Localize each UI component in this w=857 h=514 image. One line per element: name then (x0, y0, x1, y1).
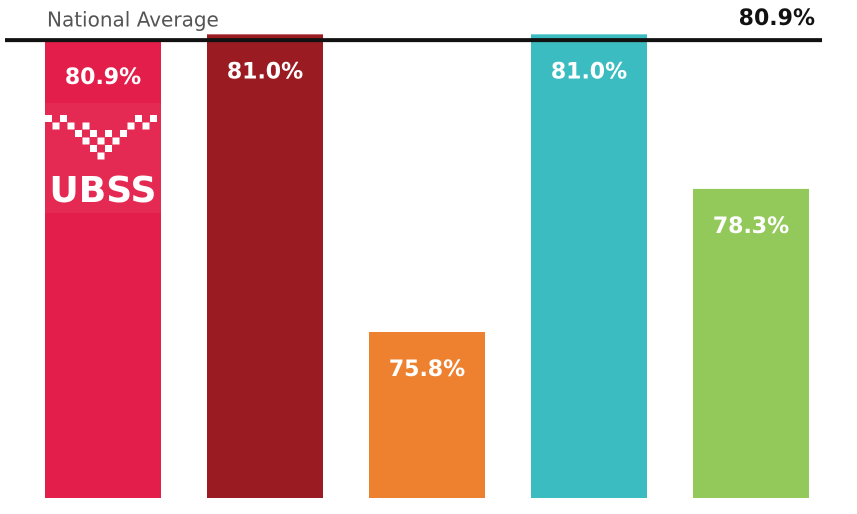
bar (369, 332, 485, 498)
logo-square (120, 130, 127, 137)
logo-text: UBSS (50, 170, 157, 211)
value-label: 81.0% (551, 59, 627, 84)
value-label: 81.0% (227, 59, 303, 84)
logo-square (67, 122, 75, 130)
logo-square (82, 137, 90, 145)
reference-label: National Average (47, 8, 219, 32)
logo-square (135, 115, 142, 122)
logo-square (82, 122, 90, 130)
logo-square (90, 130, 97, 137)
logo-square (97, 137, 105, 145)
logo-square (45, 115, 52, 122)
logo-square (112, 137, 120, 145)
logo-square (75, 130, 82, 137)
bar (207, 34, 323, 499)
logo-square (60, 115, 67, 122)
logo-square (127, 122, 135, 130)
logo: UBSS (45, 103, 161, 213)
logo-square (142, 122, 150, 130)
logo-square (105, 145, 112, 152)
logo-square (150, 115, 157, 122)
logo-square (52, 122, 60, 130)
logo-square (105, 130, 112, 137)
logo-square (97, 152, 105, 160)
value-label: 75.8% (389, 357, 465, 382)
reference-value: 80.9% (739, 6, 815, 31)
bar (531, 34, 647, 499)
bar (693, 188, 809, 498)
value-label: 78.3% (713, 214, 789, 239)
value-label: 80.9% (65, 65, 141, 90)
logo-square (90, 145, 97, 152)
